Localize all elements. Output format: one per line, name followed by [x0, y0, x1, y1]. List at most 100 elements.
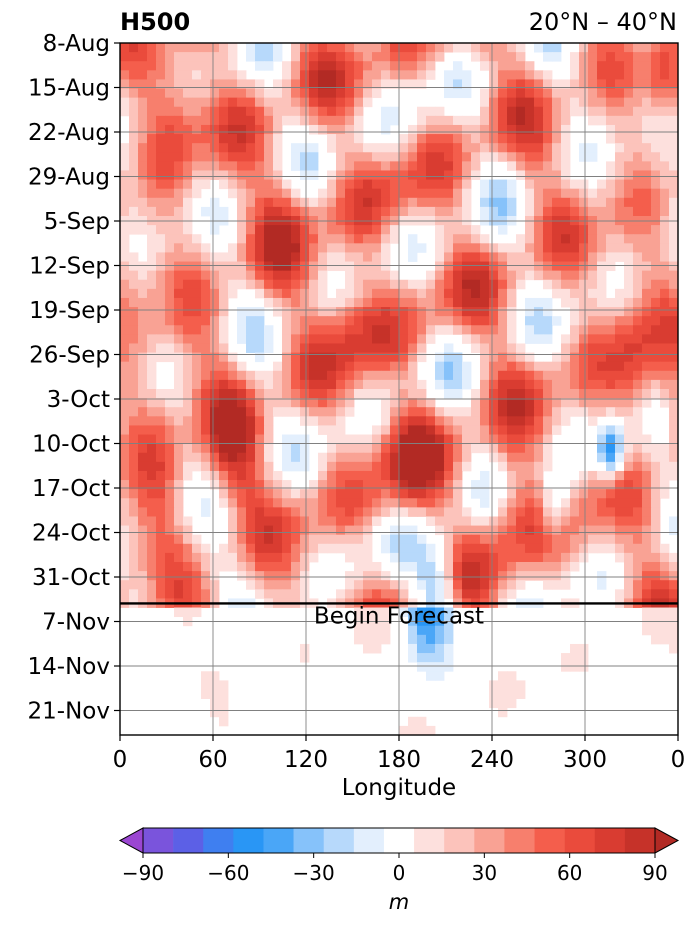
field-cell [336, 307, 346, 317]
field-cell [237, 161, 247, 171]
field-cell [390, 543, 400, 554]
field-cell [642, 325, 652, 335]
field-cell [624, 43, 634, 53]
field-cell [624, 134, 634, 144]
field-cell [426, 143, 436, 153]
field-cell [264, 197, 274, 208]
field-cell [201, 389, 211, 399]
field-cell [444, 507, 454, 517]
field-cell [597, 580, 607, 590]
field-cell [174, 70, 184, 80]
field-cell [642, 124, 652, 135]
field-cell [624, 307, 634, 317]
field-cell [165, 170, 175, 180]
field-cell [300, 70, 310, 80]
field-cell [318, 88, 328, 99]
field-cell [372, 279, 382, 290]
field-cell [381, 334, 391, 344]
field-cell [120, 589, 130, 599]
field-cell [138, 334, 148, 344]
field-cell [462, 307, 472, 317]
colorbar-segment [323, 828, 355, 853]
field-cell [372, 261, 382, 272]
field-cell [291, 234, 301, 244]
field-cell [336, 252, 346, 262]
field-cell [561, 143, 571, 153]
field-cell [318, 543, 328, 554]
field-cell [282, 343, 292, 353]
field-cell [246, 188, 256, 199]
field-cell [291, 52, 301, 62]
field-cell [453, 70, 463, 80]
field-cell [390, 452, 400, 463]
field-cell [264, 115, 274, 126]
field-cell [318, 480, 328, 490]
field-cell [309, 398, 319, 408]
field-cell [228, 379, 238, 390]
field-cell [597, 243, 607, 253]
field-cell [453, 134, 463, 144]
field-cell [660, 170, 670, 180]
field-cell [318, 261, 328, 272]
field-cell [210, 161, 220, 171]
field-cell [453, 88, 463, 99]
field-cell [570, 489, 580, 499]
field-cell [543, 443, 553, 454]
field-cell [246, 134, 256, 144]
field-cell [363, 270, 373, 281]
field-cell [210, 680, 220, 690]
y-tick-label: 31-Oct [32, 565, 110, 591]
field-cell [489, 316, 499, 326]
field-cell [282, 498, 292, 508]
field-cell [543, 361, 553, 372]
field-cell [642, 170, 652, 180]
field-cell [183, 316, 193, 326]
field-cell [471, 43, 481, 53]
field-cell [624, 580, 634, 590]
field-cell [318, 252, 328, 262]
field-cell [444, 643, 454, 654]
field-cell [426, 653, 436, 663]
field-cell [156, 480, 166, 490]
field-cell [183, 361, 193, 372]
field-cell [138, 407, 148, 417]
y-tick-label: 26-Sep [29, 343, 110, 369]
field-cell [525, 498, 535, 508]
field-cell [210, 461, 220, 472]
field-cell [615, 52, 625, 62]
field-cell [210, 407, 220, 417]
field-cell [552, 143, 562, 153]
field-cell [390, 70, 400, 80]
field-cell [165, 234, 175, 244]
field-cell [363, 552, 373, 563]
field-cell [651, 106, 661, 117]
field-cell [129, 343, 139, 353]
field-cell [588, 379, 598, 390]
field-cell [381, 52, 391, 62]
field-cell [264, 389, 274, 399]
field-cell [165, 225, 175, 235]
field-cell [435, 188, 445, 199]
field-cell [651, 170, 661, 180]
field-cell [147, 352, 157, 363]
field-cell [435, 316, 445, 326]
field-cell [408, 316, 418, 326]
field-cell [408, 543, 418, 554]
field-cell [291, 580, 301, 590]
field-cell [336, 434, 346, 445]
field-cell [147, 489, 157, 499]
field-cell [534, 516, 544, 526]
field-cell [390, 434, 400, 445]
field-cell [570, 316, 580, 326]
field-cell [336, 325, 346, 335]
field-cell [651, 43, 661, 53]
field-cell [156, 97, 166, 108]
field-cell [336, 480, 346, 490]
field-cell [255, 416, 265, 426]
field-cell [147, 206, 157, 217]
field-cell [147, 79, 157, 89]
field-cell [381, 461, 391, 472]
field-cell [381, 179, 391, 190]
field-cell [498, 134, 508, 144]
